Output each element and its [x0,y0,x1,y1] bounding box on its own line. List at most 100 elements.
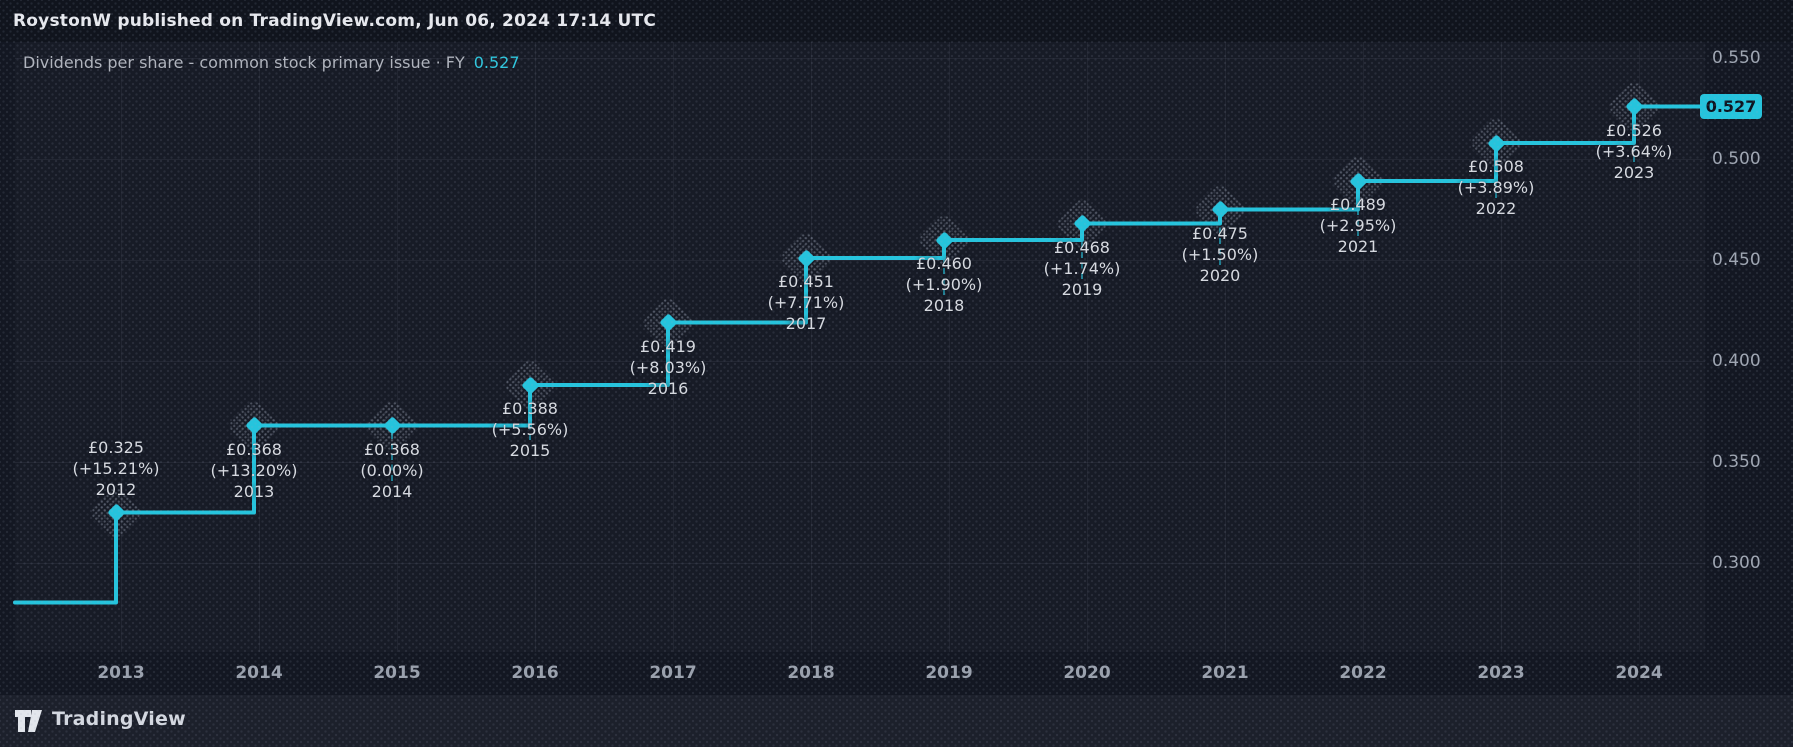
gridline-vertical [811,42,812,652]
data-point-label-2022: £0.508 (+3.89%) 2022 [1426,156,1566,219]
data-point-label-2012: £0.325 (+15.21%) 2012 [46,437,186,500]
note-anchor-dashed-line [1357,188,1359,236]
note-change: (0.00%) [360,460,424,480]
note-value: £0.388 [502,399,558,418]
price-axis-label: 0.450 [1712,250,1761,270]
note-year: 2014 [371,481,413,501]
gridline-vertical [259,42,260,652]
gridline-vertical [673,42,674,652]
note-value: £0.475 [1192,223,1248,243]
note-value: £0.325 [88,437,144,457]
note-year: 2021 [1337,237,1379,256]
note-anchor-dashed-line [391,432,393,481]
price-axis-label: 0.300 [1712,553,1761,573]
gridline-vertical [1225,42,1226,652]
note-year: 2015 [509,441,551,460]
note-value: £0.468 [1054,237,1110,257]
time-axis-label: 2023 [1477,663,1525,683]
note-change: (+13.20%) [210,460,298,480]
note-anchor-dashed-line [943,247,945,295]
note-change: (+1.50%) [1181,244,1259,264]
note-year: 2016 [647,378,689,398]
published-line: RoystonW published on TradingView.com, J… [13,11,656,31]
note-value: £0.451 [778,272,834,291]
series-title: Dividends per share - common stock prima… [23,53,465,72]
note-change: (+15.21%) [72,458,160,478]
data-point-label-2023: £0.526 (+3.64%) 2023 [1564,120,1704,183]
note-value: £0.368 [226,439,282,459]
note-change: (+3.64%) [1595,141,1673,161]
gridline-horizontal [15,58,1705,59]
note-change: (+5.56%) [491,420,569,439]
note-change: (+8.03%) [629,357,707,377]
note-value: £0.419 [640,336,696,356]
note-year: 2019 [1061,279,1103,299]
gridline-vertical [121,42,122,652]
gridline-vertical [1363,42,1364,652]
data-point-label-2018: £0.460 (+1.90%) 2018 [874,253,1014,316]
note-year: 2020 [1199,265,1241,285]
time-axis-label: 2013 [97,663,145,683]
chart-pane[interactable]: Dividends per share - common stock prima… [0,42,1793,695]
time-axis-label: 2022 [1339,663,1387,683]
data-point-label-2016: £0.419 (+8.03%) 2016 [598,336,738,399]
note-year: 2018 [923,296,965,315]
time-axis-label: 2017 [649,663,697,683]
time-axis-label: 2019 [925,663,973,683]
gridline-horizontal [15,563,1705,564]
gridline-horizontal [15,361,1705,362]
data-point-label-2013: £0.368 (+13.20%) 2013 [184,439,324,502]
note-value: £0.368 [364,439,420,459]
price-axis-label: 0.550 [1712,48,1761,68]
footer-bar: TradingView [0,695,1793,747]
gridline-vertical [949,42,950,652]
note-change: (+1.74%) [1043,258,1121,278]
gridline-vertical [1639,42,1640,652]
data-point-label-2015: £0.388 (+5.56%) 2015 [460,398,600,461]
time-axis-label: 2016 [511,663,559,683]
last-price-tag: 0.527 [1700,94,1762,119]
series-last-value: 0.527 [473,53,520,72]
time-axis-label: 2018 [787,663,835,683]
data-point-label-2019: £0.468 (+1.74%) 2019 [1012,237,1152,300]
note-year: 2022 [1475,199,1517,218]
note-year: 2023 [1613,162,1655,182]
note-year: 2017 [785,314,827,333]
gridline-vertical [397,42,398,652]
price-axis-label: 0.400 [1712,351,1761,371]
data-point-label-2020: £0.475 (+1.50%) 2020 [1150,223,1290,286]
price-plot-svg [13,104,1718,605]
data-point-label-2014: £0.368 (0.00%) 2014 [322,439,462,502]
gridline-vertical [535,42,536,652]
note-value: £0.526 [1606,120,1662,140]
note-anchor-dashed-line [1219,216,1221,265]
time-axis-label: 2020 [1063,663,1111,683]
note-year: 2013 [233,481,275,501]
gridline-horizontal [15,159,1705,160]
note-change: (+1.90%) [905,275,983,294]
gridline-horizontal [15,462,1705,463]
time-axis-label: 2024 [1615,663,1663,683]
note-change: (+7.71%) [767,293,845,312]
note-change: (+2.95%) [1319,216,1397,235]
gridline-vertical [1087,42,1088,652]
gridline-vertical [1501,42,1502,652]
gridline-horizontal [15,260,1705,261]
time-axis-label: 2014 [235,663,283,683]
time-axis-label: 2021 [1201,663,1249,683]
data-point-label-2021: £0.489 (+2.95%) 2021 [1288,194,1428,257]
series-legend[interactable]: Dividends per share - common stock prima… [23,53,520,72]
price-axis-label: 0.500 [1712,149,1761,169]
tradingview-brand-text[interactable]: TradingView [52,708,186,730]
note-value: £0.489 [1330,195,1386,214]
note-change: (+3.89%) [1457,178,1535,197]
note-year: 2012 [95,479,137,499]
note-value: £0.508 [1468,157,1524,176]
published-bar: RoystonW published on TradingView.com, J… [0,0,1793,42]
note-anchor-dashed-line [1081,230,1083,279]
note-value: £0.460 [916,254,972,273]
price-axis-label: 0.350 [1712,452,1761,472]
time-axis-label: 2015 [373,663,421,683]
tradingview-logo-icon[interactable] [15,710,45,732]
data-point-label-2017: £0.451 (+7.71%) 2017 [736,271,876,334]
